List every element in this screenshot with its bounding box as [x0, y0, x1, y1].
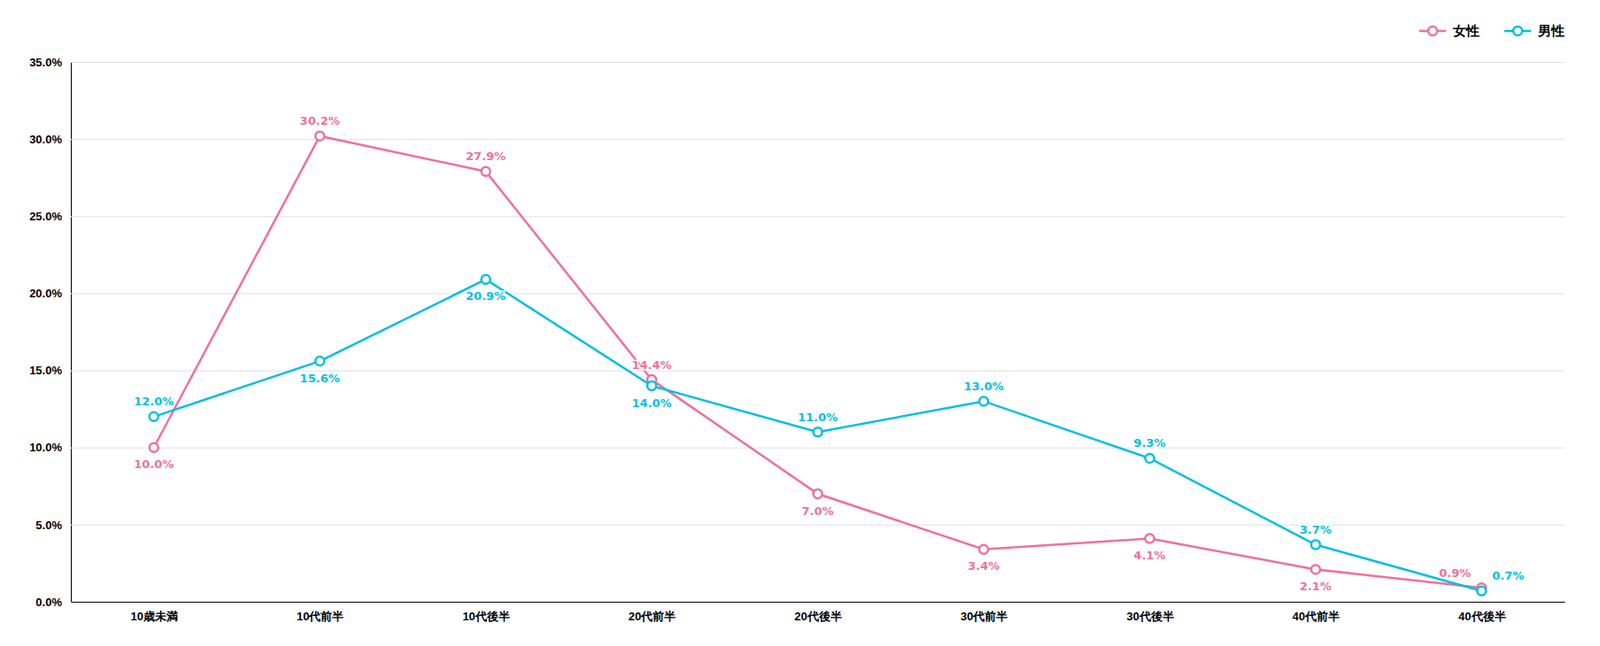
y-axis-line [70, 62, 72, 603]
data-label: 27.9% [465, 149, 506, 163]
grid-line [70, 602, 1565, 603]
grid-line [70, 293, 1565, 294]
series-line [154, 279, 1483, 592]
data-label: 12.0% [133, 394, 174, 409]
y-axis: 0.0% 5.0% 10.0% 15.0% 20.0% 25.0% 30.0% 35.0% [29, 55, 1565, 610]
x-tick-label: 40代前半 [1292, 610, 1340, 624]
x-tick: 10代後半 [462, 602, 510, 624]
y-tick: 15.0% [29, 363, 1565, 378]
x-tick-label: 10歳未満 [130, 610, 178, 624]
grid-line [70, 525, 1565, 526]
y-tick: 20.0% [29, 286, 1565, 301]
data-label: 14.4% [632, 358, 673, 372]
y-tick-label: 10.0% [29, 440, 62, 455]
y-tick: 30.0% [29, 132, 1565, 147]
x-tick: 30代前半 [960, 602, 1008, 624]
y-tick-label: 25.0% [29, 209, 62, 224]
x-tick-label: 20代前半 [628, 610, 676, 624]
series-line [154, 136, 1483, 589]
chart: 0.0% 5.0% 10.0% 15.0% 20.0% 25.0% 30.0% 35.0% 10… [0, 0, 1600, 646]
y-tick: 35.0% [29, 55, 1565, 70]
legend-item: 男性 [1504, 23, 1565, 39]
point [315, 356, 325, 366]
x-tick-label: 20代後半 [794, 610, 842, 624]
data-label: 2.1% [1299, 579, 1332, 594]
y-tick-label: 15.0% [29, 363, 62, 378]
point [1144, 454, 1154, 464]
data-label: 10.0% [133, 457, 174, 472]
marks [149, 131, 1487, 596]
x-tick-label: 10代前半 [296, 610, 344, 624]
x-tick: 40代前半 [1292, 602, 1340, 624]
point [1144, 534, 1154, 544]
x-tick: 30代後半 [1126, 602, 1174, 624]
data-label: 4.1% [1133, 548, 1166, 563]
y-tick: 25.0% [29, 209, 1565, 224]
data-label: 0.7% [1491, 569, 1524, 583]
point [813, 427, 823, 437]
data-label: 3.4% [967, 559, 1000, 573]
legend-label: 女性 [1452, 23, 1480, 39]
legend-marker [1428, 26, 1438, 36]
data-label: 0.9% [1438, 566, 1471, 580]
x-axis-line [71, 602, 1566, 603]
y-tick-label: 20.0% [29, 286, 62, 301]
point [149, 412, 159, 422]
point [1311, 541, 1321, 550]
point [149, 443, 159, 453]
grid-line [70, 61, 1565, 63]
y-tick-label: 0.0% [35, 595, 62, 610]
plot: 0.0% 5.0% 10.0% 15.0% 20.0% 25.0% 30.0% 35.0% 10… [29, 55, 1565, 625]
point [979, 396, 989, 406]
data-label: 20.9% [465, 289, 506, 303]
data-label: 9.3% [1133, 436, 1166, 450]
point [1311, 564, 1321, 574]
point [481, 275, 491, 285]
x-tick-label: 30代後半 [1126, 610, 1174, 624]
point [481, 167, 491, 177]
point [315, 131, 325, 141]
data-label: 14.0% [632, 396, 673, 410]
x-tick: 20代後半 [794, 602, 842, 624]
x-tick: 40代後半 [1458, 602, 1506, 624]
y-tick-label: 30.0% [29, 132, 62, 147]
y-tick-label: 35.0% [29, 55, 62, 70]
y-tick-label: 5.0% [35, 518, 62, 533]
point [979, 545, 989, 555]
point [813, 489, 823, 499]
x-tick: 10歳未満 [130, 602, 178, 624]
y-tick: 5.0% [35, 518, 1565, 533]
data-label: 11.0% [797, 410, 838, 425]
data-label: 3.7% [1299, 523, 1332, 537]
y-tick: 0.0% [35, 595, 1565, 610]
x-tick: 10代前半 [296, 602, 344, 624]
x-tick: 20代前半 [628, 602, 676, 624]
point [647, 381, 657, 391]
legend-item: 女性 [1419, 23, 1480, 39]
x-tick-label: 10代後半 [462, 610, 510, 624]
x-tick-label: 40代後半 [1458, 610, 1506, 624]
legend-marker [1513, 26, 1523, 36]
legend-label: 男性 [1537, 23, 1565, 39]
x-axis: 10歳未満 10代前半 10代後半 20代前半 20代後半 30代前半 30代後半 40代前半… [71, 602, 1566, 624]
x-tick-label: 30代前半 [960, 610, 1008, 624]
data-label: 15.6% [300, 371, 341, 386]
data-label: 13.0% [963, 379, 1004, 394]
point [1476, 587, 1486, 596]
legend: 女性 男性 [1419, 23, 1565, 39]
grid-line [70, 448, 1565, 449]
y-tick: 10.0% [29, 440, 1565, 455]
grid-line [70, 139, 1565, 140]
data-labels: 12.0% 10.0% 30.2% 15.6% 27.9% 20.9% 14.4% 14.0%… [133, 114, 1524, 594]
data-label: 30.2% [300, 114, 341, 128]
data-label: 7.0% [801, 504, 834, 518]
grid-line [70, 216, 1565, 217]
